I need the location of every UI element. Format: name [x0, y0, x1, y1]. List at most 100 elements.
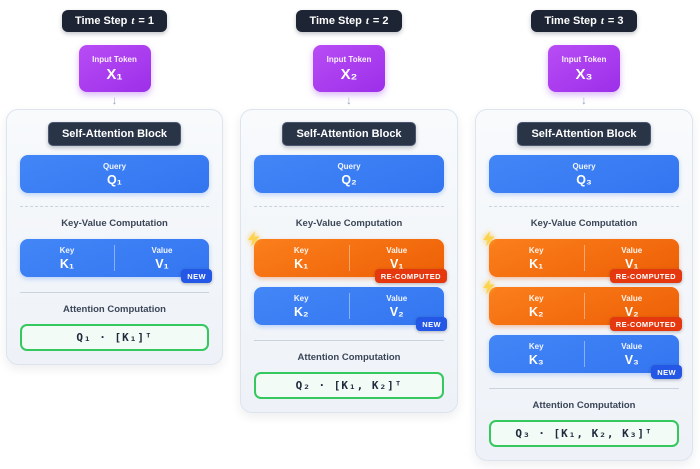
value-label: Value: [151, 245, 173, 255]
query-symbol: Q₁: [107, 172, 122, 187]
key-value-divider: [583, 293, 585, 319]
value-label: Value: [386, 245, 408, 255]
key-symbol: K₂: [528, 304, 544, 319]
time-var: t: [365, 15, 369, 27]
value-label: Value: [621, 245, 643, 255]
lightning-icon: [481, 231, 497, 247]
query-box: Query Q₃: [489, 155, 679, 193]
kv-rows: Key K₁ Value V₁ RE-COMPUTED Key: [483, 231, 682, 379]
value-cell: Value V₁: [115, 239, 209, 277]
value-cell: Value V₂: [350, 287, 445, 325]
time-step-label: Time Step: [74, 15, 128, 27]
self-attention-block-title: Self-Attention Block: [282, 122, 416, 146]
attention-formula: Q₃ · [K₁, K₂, K₃]ᵀ: [489, 420, 679, 447]
timestep-column-3: Time Step t = 3 Input Token X₃ ↓ Self-Atte…: [475, 0, 693, 461]
recomputed-badge: RE-COMPUTED: [609, 317, 682, 331]
attention-section-title: Attention Computation: [63, 304, 166, 315]
solid-divider: [254, 340, 444, 341]
key-cell: Key K₁: [254, 239, 349, 277]
attention-formula: Q₁ · [K₁]ᵀ: [20, 324, 209, 351]
key-symbol: K₁: [59, 256, 75, 271]
input-token-box: Input Token X₂: [313, 45, 385, 92]
time-step-label: Time Step: [544, 15, 597, 27]
value-symbol: V₂: [389, 304, 404, 319]
key-value-divider: [583, 245, 585, 271]
kv-row-k1v1: Key K₁ Value V₁ NEW: [20, 239, 212, 283]
input-token-symbol: X₃: [575, 65, 593, 83]
key-symbol: K₂: [293, 304, 309, 319]
value-cell: Value V₁: [585, 239, 680, 277]
value-cell: Value V₁: [350, 239, 445, 277]
input-token-box: Input Token X₃: [548, 45, 620, 92]
kv-section-title: Key-Value Computation: [530, 218, 638, 229]
key-label: Key: [528, 293, 544, 303]
time-step-pill: Time Step t = 2: [296, 10, 402, 32]
time-step-value: = 1: [138, 15, 155, 27]
value-symbol: V₂: [624, 304, 639, 319]
key-symbol: K₁: [529, 256, 544, 271]
key-value-divider: [114, 245, 115, 271]
kv-row-k1v1: Key K₁ Value V₁ RE-COMPUTED: [483, 231, 682, 283]
kv-row-k3v3: Key K₃ Value V₃ NEW: [489, 335, 682, 379]
input-token-label: Input Token: [92, 54, 137, 64]
value-symbol: V₁: [624, 256, 639, 271]
input-token-label: Input Token: [326, 54, 372, 64]
dashed-divider: [489, 206, 679, 207]
key-cell: Key K₂: [489, 287, 584, 325]
kv-rows: Key K₁ Value V₁ NEW: [20, 239, 212, 283]
time-step-value: = 3: [607, 15, 624, 27]
new-badge: NEW: [181, 269, 212, 283]
value-symbol: V₁: [155, 256, 169, 271]
timestep-column-1: Time Step t = 1 Input Token X₁ ↓ Self-Atte…: [6, 0, 223, 365]
self-attention-card: Self-Attention Block Query Q₃ Key-Value …: [475, 109, 693, 461]
value-label: Value: [386, 293, 408, 303]
new-badge: NEW: [416, 317, 447, 331]
query-box: Query Q₁: [20, 155, 209, 193]
input-token-box: Input Token X₁: [78, 45, 151, 92]
key-value-divider: [348, 245, 350, 271]
query-symbol: Q₂: [341, 172, 357, 187]
key-symbol: K₁: [294, 256, 309, 271]
dashed-divider: [20, 206, 209, 207]
self-attention-card: Self-Attention Block Query Q₁ Key-Value …: [6, 109, 223, 365]
kv-rows: Key K₁ Value V₁ RE-COMPUTED Key K₂: [248, 231, 447, 331]
key-label: Key: [528, 341, 544, 351]
input-token-symbol: X₂: [340, 65, 358, 83]
time-step-label: Time Step: [309, 15, 362, 27]
query-symbol: Q₃: [576, 172, 592, 187]
kv-section-title: Key-Value Computation: [61, 218, 168, 229]
key-cell: Key K₂: [254, 287, 349, 325]
lightning-icon: [481, 279, 497, 295]
solid-divider: [20, 292, 209, 293]
arrow-down-icon: ↓: [581, 93, 587, 107]
query-label: Query: [337, 161, 361, 171]
query-label: Query: [102, 161, 127, 171]
self-attention-card: Self-Attention Block Query Q₂ Key-Value …: [240, 109, 458, 413]
time-step-value: = 2: [372, 15, 389, 27]
attention-section-title: Attention Computation: [532, 400, 636, 411]
time-var: t: [131, 15, 135, 27]
lightning-icon: [246, 231, 262, 247]
value-symbol: V₃: [624, 352, 639, 367]
value-symbol: V₁: [389, 256, 404, 271]
arrow-down-icon: ↓: [346, 93, 352, 107]
value-cell: Value V₂: [585, 287, 680, 325]
kv-row-k1v1: Key K₁ Value V₁ RE-COMPUTED: [248, 231, 447, 283]
dashed-divider: [254, 206, 444, 207]
key-label: Key: [293, 293, 309, 303]
self-attention-block-title: Self-Attention Block: [47, 122, 182, 146]
input-token-symbol: X₁: [106, 65, 123, 83]
time-var: t: [600, 15, 604, 27]
input-token-label: Input Token: [561, 54, 607, 64]
kv-row-k2v2: Key K₂ Value V₂ NEW: [254, 287, 447, 331]
self-attention-block-title: Self-Attention Block: [517, 122, 651, 146]
query-box: Query Q₂: [254, 155, 444, 193]
attention-section-title: Attention Computation: [297, 352, 401, 363]
recomputed-badge: RE-COMPUTED: [374, 269, 447, 283]
key-label: Key: [59, 245, 75, 255]
recomputed-badge: RE-COMPUTED: [609, 269, 682, 283]
time-step-pill: Time Step t = 3: [531, 10, 637, 32]
key-value-divider: [348, 293, 350, 319]
value-label: Value: [621, 293, 643, 303]
